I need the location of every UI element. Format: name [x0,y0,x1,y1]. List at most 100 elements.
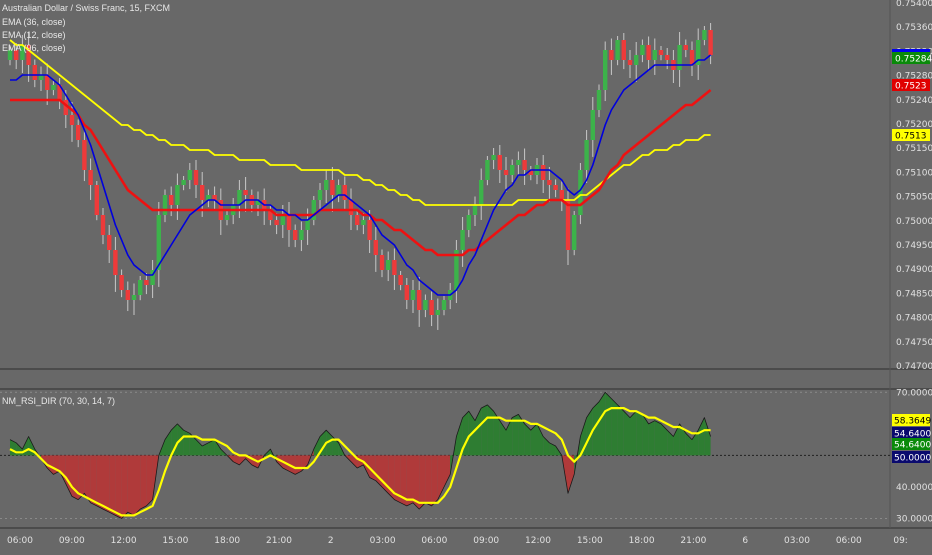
candle-body [7,50,13,60]
candle-body [243,190,248,195]
candle-body [38,75,44,80]
rsi-area-segment [654,420,661,456]
candle-body [479,180,484,205]
time-tick-label: 2 [328,536,334,546]
time-tick-label: 03:00 [784,536,810,546]
rsi-area-segment [537,423,544,456]
rsi-tick-label: 30.0000 [896,515,932,525]
candle-body [658,50,664,55]
candle-body [472,205,478,215]
rsi-area-segment [214,439,221,456]
rsi-area-segment [59,455,66,484]
candle-body [379,255,385,270]
price-tick-label: 0.75200 [896,120,932,130]
rsi-area-segment [444,455,451,487]
rsi-tick-label: 40.0000 [896,483,932,493]
ema-96-line [9,39,711,206]
rsi-area-segment [78,455,85,500]
price-badge-bg [892,129,930,141]
candle-body [404,285,409,300]
price-tick-label: 0.74950 [896,241,932,251]
candle-body [441,300,447,310]
candle-body [541,165,546,180]
rsi-area-segment [518,414,525,456]
rsi-badge-bg [892,427,930,439]
rsi-badge-bg [892,451,930,463]
rsi-area-segment [431,455,438,506]
rsi-tick-label: 70.0000 [896,388,932,398]
candle-body [355,215,360,225]
rsi-area-segment [140,455,147,510]
rsi-area-segment [406,455,413,506]
candle-body [299,230,304,240]
candle-body [485,160,490,180]
time-tick-label: 21:00 [680,536,706,546]
candle-body [206,195,211,200]
rsi-area-segment [642,414,649,456]
candle-body [57,85,62,100]
candle-body [367,220,372,240]
candle-body [193,170,199,185]
rsi-area-segment [493,411,500,456]
candle-body [324,180,329,190]
rsi-indicator-title: NM_RSI_DIR (70, 30, 14, 7) [2,396,116,406]
candle-body [578,170,583,215]
rsi-area-segment [400,455,407,506]
price-tick-label: 0.75150 [896,144,932,154]
time-tick-label: 15:00 [577,536,603,546]
candle-body [702,30,707,40]
rsi-area-segment [165,430,172,456]
rsi-area-segment [326,430,333,456]
price-badge-label: 0.7513 [895,132,927,142]
rsi-area-segment [289,455,296,475]
rsi-value-badge: 58.3649 [892,414,931,427]
time-tick-label: 15:00 [162,536,188,546]
rsi-area-segment [661,423,668,456]
candle-body [293,230,298,240]
candle-body [497,155,502,170]
rsi-area-segment [487,404,494,456]
rsi-area-segment [605,392,612,456]
rsi-area-segment [617,404,624,456]
candle-body [63,100,68,115]
time-tick-label: 09:00 [473,536,499,546]
price-tick-label: 0.75050 [896,193,932,203]
rsi-badge-bg [892,414,930,426]
rsi-area-segment [524,423,531,456]
candle-body [584,140,589,170]
candle-body [274,220,279,225]
candle-body [162,195,168,215]
candle-body [503,170,509,175]
candle-body [26,45,31,65]
candle-body [361,220,366,225]
rsi-area-segment [196,439,203,456]
candle-body [528,170,533,175]
price-tick-label: 0.74900 [896,265,932,275]
candle-body [646,45,651,60]
candle-body [603,50,608,90]
price-tick-label: 0.75400 [896,0,932,9]
time-tick-label: 12:00 [525,536,551,546]
candle-body [237,190,242,205]
rsi-value-badge: 54.6400 [892,427,931,440]
time-tick-label: 18:00 [214,536,240,546]
candle-body [572,215,577,250]
candle-body [615,40,620,60]
ema-36-line [10,88,712,257]
candle-body [175,185,180,205]
rsi-area-segment [115,455,122,519]
rsi-area-segment [685,433,692,456]
candle-body [82,140,87,170]
time-tick-label: 09: [893,536,907,546]
rsi-area-segment [499,420,506,456]
rsi-area-segment [549,442,556,456]
rsi-area-segment [183,430,190,456]
price-tick-label: 0.74700 [896,362,932,372]
rsi-value-badge: 54.6400 [892,438,931,451]
legend-ema-36: EMA (36, close) [2,17,66,27]
rsi-area-segment [313,436,320,456]
rsi-badge-label: 58.3649 [894,417,931,427]
price-badge: 0.7523 [892,79,930,92]
rsi-area-segment [530,423,537,456]
